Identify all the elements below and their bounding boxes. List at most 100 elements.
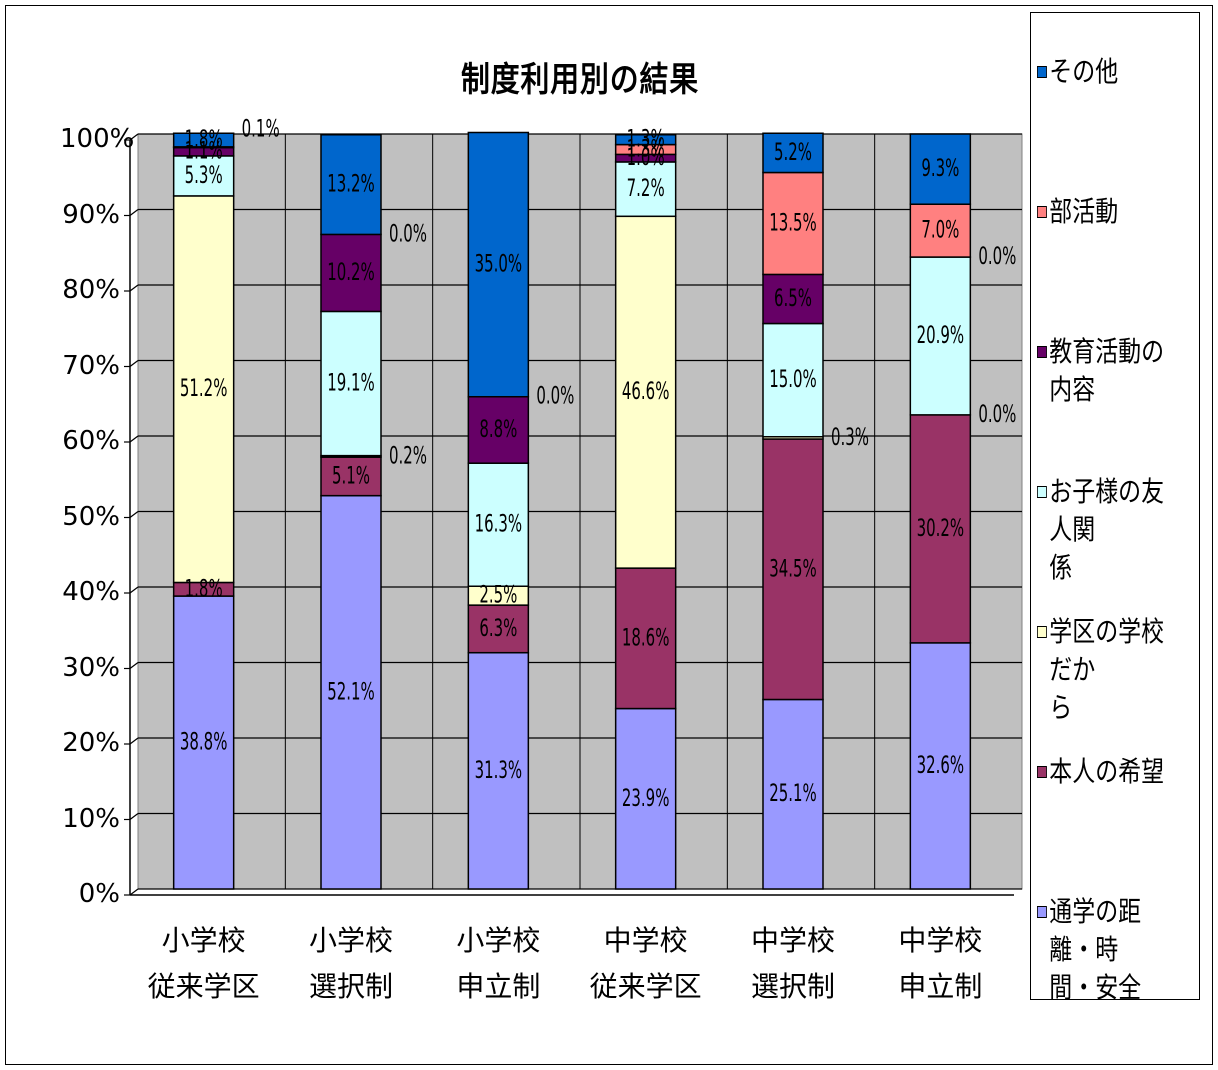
legend-label: 通学の距離・時間・安全 [1049,893,1168,1007]
legend-swatch [1037,66,1047,78]
y-tick-label: 60% [62,426,120,456]
bar-segment [172,195,235,584]
data-label: 46.6% [622,377,670,405]
data-label: 1.3% [627,134,665,162]
data-label: 19.1% [327,369,375,397]
x-category-label: 小学校 従来学区 [134,918,274,1010]
bar-segment [614,134,677,146]
gridline-depth [129,133,139,141]
bar-segment [614,161,677,218]
data-label: 34.5% [769,554,817,582]
data-label: 9.3% [921,154,959,182]
gridline-depth [129,888,139,896]
y-tick-label: 100% [60,124,135,154]
bar-segment [467,651,530,890]
legend-swatch [1037,346,1047,358]
legend-label-line: 係 [1049,551,1073,584]
bar-segment [172,595,235,890]
data-label: 0.0% [536,382,574,410]
data-label: 51.2% [180,374,228,402]
bar-segment [467,131,530,398]
legend-item-district: 学区の学校だから [1037,613,1168,727]
legend-item-other: その他 [1037,53,1168,91]
bar-segment [320,494,382,890]
gridline-depth [129,435,139,443]
gridline-depth [129,511,139,518]
legend-label: お子様の友人関係 [1049,473,1168,587]
x-category-label: 小学校 申立制 [428,918,568,1010]
data-label: 10.2% [327,258,375,286]
data-label: 38.8% [180,728,228,756]
gridline-depth [129,737,139,745]
bar-segment [614,567,677,710]
data-label: 7.0% [921,216,959,244]
x-category-label-line: 選択制 [308,970,393,1003]
legend-label: 学区の学校だから [1049,613,1168,727]
gridline-depth [129,586,139,594]
bar-segment [320,134,382,236]
y-tick-label: 20% [62,728,120,758]
data-label: 13.2% [327,170,375,198]
legend-label-line: 間・安全 [1049,971,1142,1004]
data-label: 15.0% [769,365,817,393]
x-category-label-line: 小学校 [456,924,541,957]
data-label: 18.6% [622,623,670,651]
legend-label: 部活動 [1049,195,1119,228]
data-label: 0.0% [978,242,1016,270]
data-label: 20.9% [917,321,965,349]
data-label: 1.8% [185,574,223,602]
legend-label-line: 通学の距離・時 [1049,895,1142,966]
legend: その他部活動教育活動の内容お子様の友人関係学区の学校だから本人の希望通学の距離・… [1030,12,1200,1004]
gridline-depth [129,813,139,820]
data-label: 1.0% [627,143,665,171]
data-label: 13.5% [769,208,817,236]
data-label: 52.1% [327,677,375,705]
data-label: 0.3% [831,423,869,451]
y-tick-label: 0% [78,879,120,909]
data-label: 35.0% [475,250,523,278]
legend-swatch [1037,766,1047,778]
data-label: 0.0% [978,400,1016,428]
bar-segment [909,414,972,644]
legend-item-wish: 本人の希望 [1037,753,1168,791]
legend-label: その他 [1049,55,1119,88]
bar-segment [762,322,824,438]
data-label: 25.1% [769,779,817,807]
gridline-depth [129,662,139,669]
data-label: 1.1% [185,137,223,165]
legend-label-line: 学区の学校だか [1049,615,1165,686]
gridline-depth [129,209,139,216]
legend-swatch [1037,626,1047,638]
bar-segment [762,171,824,276]
legend-item-education: 教育活動の内容 [1037,333,1168,409]
x-category-label: 中学校 従来学区 [576,918,716,1010]
data-label: 6.5% [774,284,812,312]
x-category-label-line: 中学校 [750,924,835,957]
data-label: 30.2% [917,514,965,542]
legend-label-line: ら [1049,691,1073,724]
data-label: 5.3% [185,161,223,189]
data-label: 0.1% [242,115,280,143]
x-category-label-line: 申立制 [456,970,541,1003]
bar-segment [614,707,677,890]
data-label: 31.3% [475,756,523,784]
data-label: 23.9% [622,784,670,812]
legend-label-line: お子様の友人関 [1049,475,1165,546]
data-label: 1.8% [185,125,223,153]
data-label: 0.0% [389,219,427,247]
data-label: 8.8% [479,415,517,443]
bar-segment [172,132,235,148]
bar-segment [467,604,530,654]
gridline-depth [129,284,139,292]
data-label: 5.2% [774,138,812,166]
data-label: 2.5% [479,581,517,609]
bar-segment [320,310,382,457]
x-category-label-line: 小学校 [161,924,246,957]
legend-label: 本人の希望 [1049,755,1165,788]
data-label: 6.3% [479,614,517,642]
x-category-label-line: 従来学区 [147,970,260,1003]
bar-segment [467,462,530,587]
legend-swatch [1037,906,1047,918]
y-tick-label: 30% [62,652,120,683]
y-tick-label: 10% [62,803,120,834]
